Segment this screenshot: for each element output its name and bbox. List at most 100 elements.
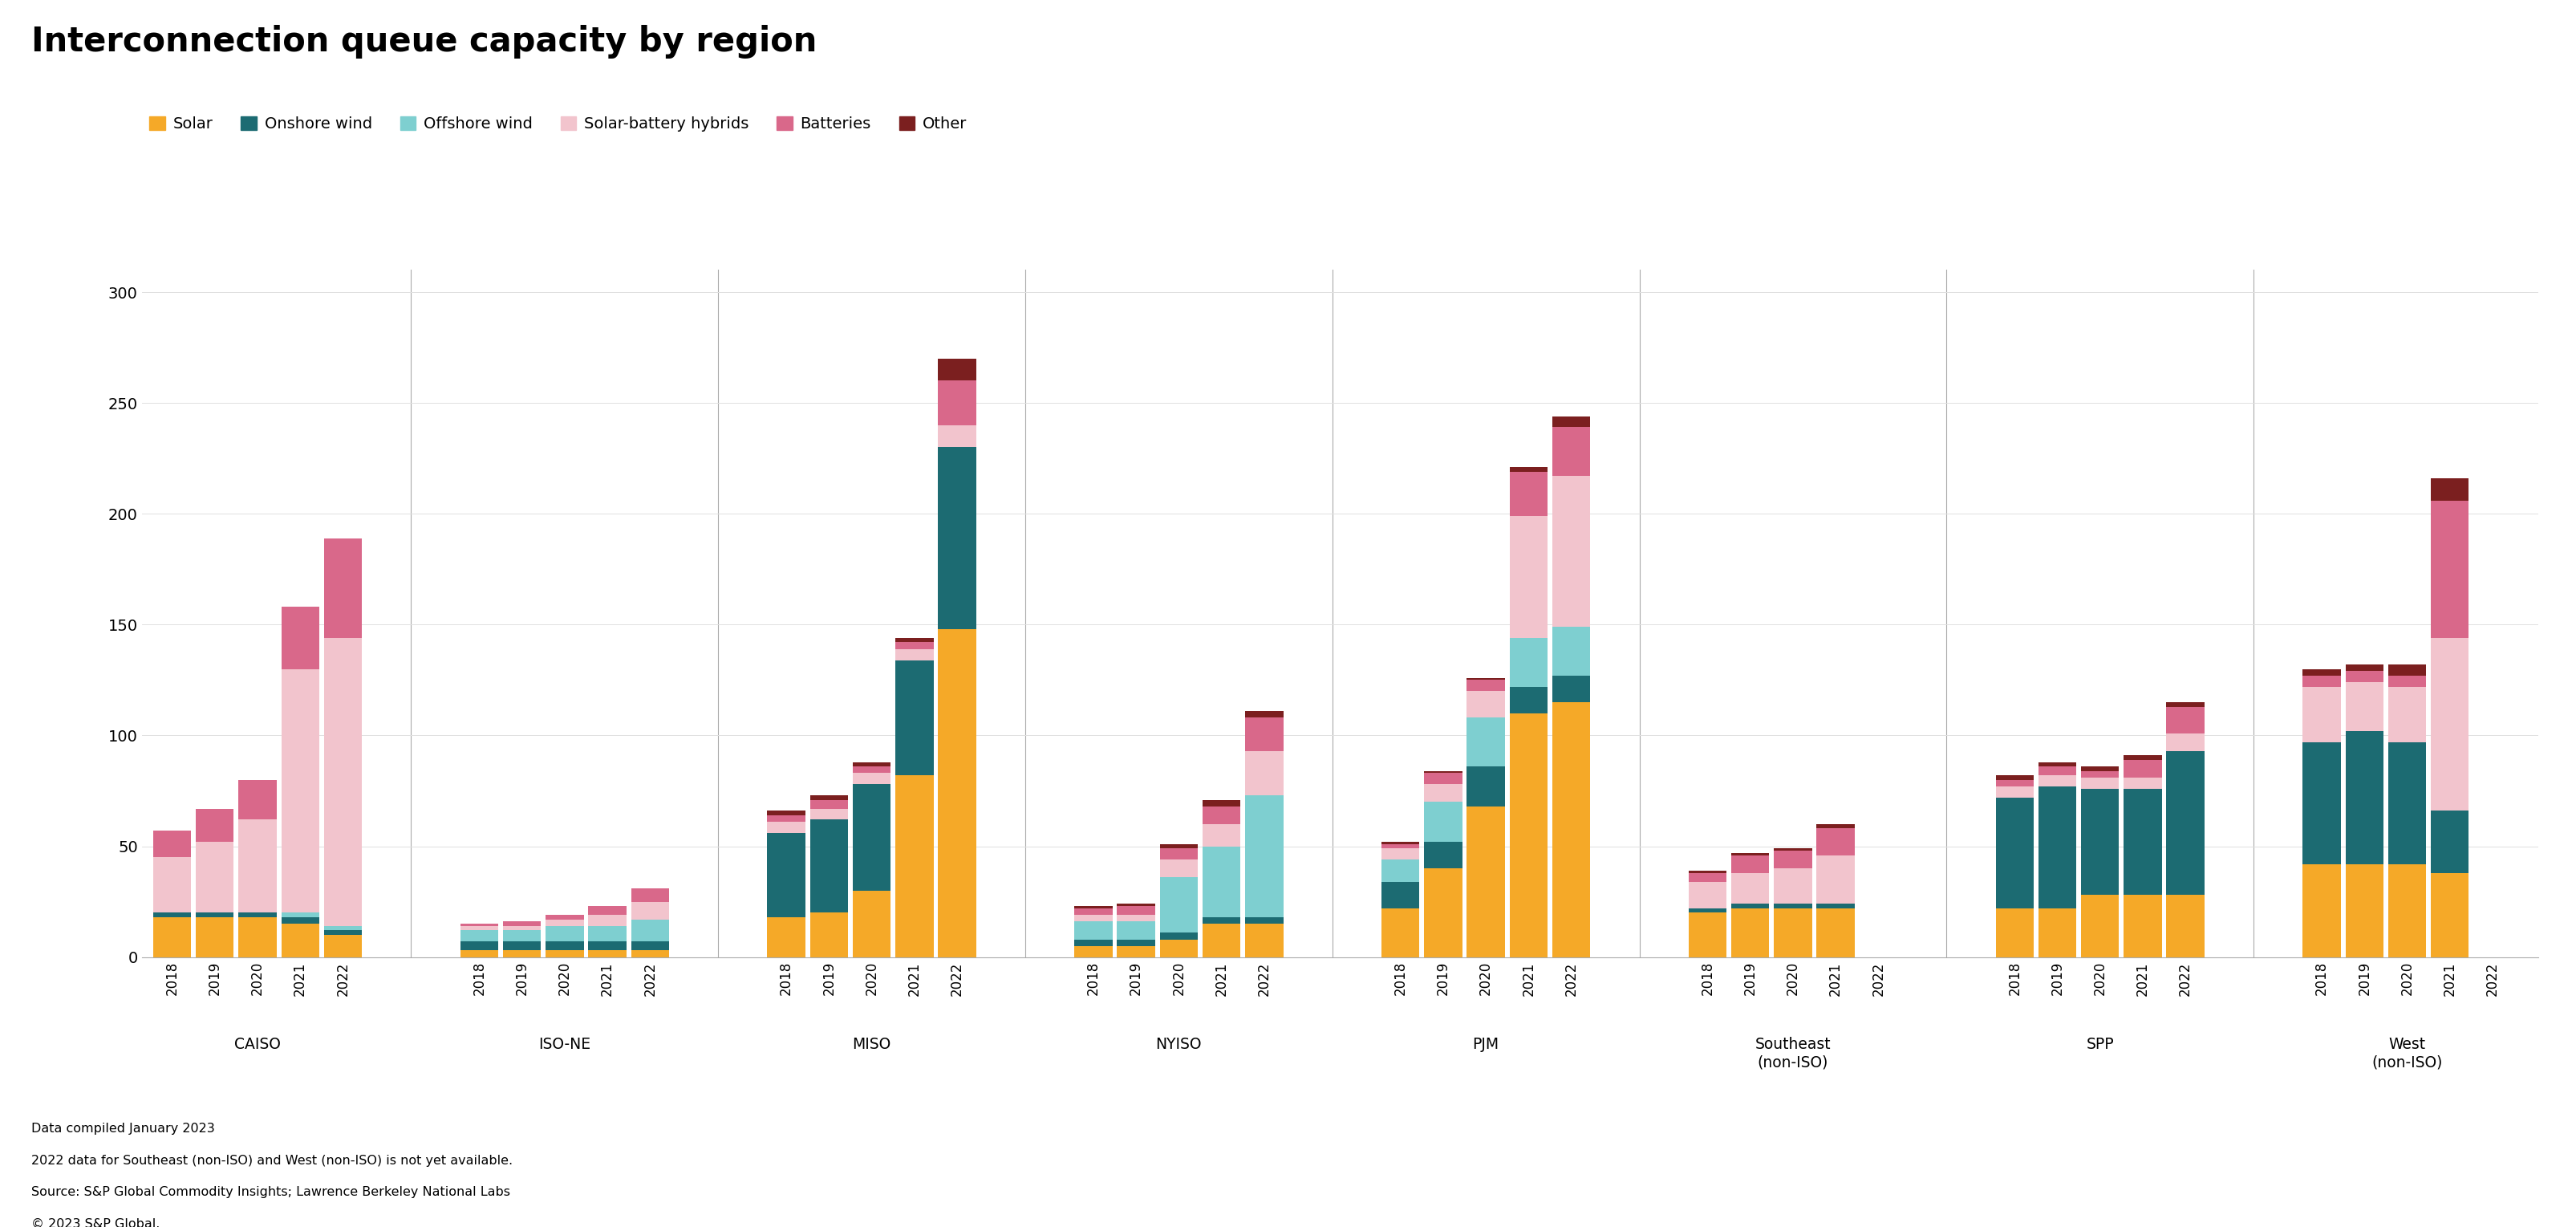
Bar [2123,756,2161,760]
Bar [1244,924,1283,957]
Text: MISO: MISO [853,1037,891,1052]
Bar [2429,501,2468,638]
Bar [1551,476,1589,627]
Bar [1816,825,1855,828]
Bar [1466,680,1504,691]
Bar [1159,860,1198,877]
Bar [1994,798,2032,908]
Bar [938,380,976,425]
Bar [1687,908,1726,913]
Bar [809,820,848,913]
Bar [938,448,976,629]
Bar [768,833,806,917]
Bar [1118,906,1154,915]
Bar [1244,917,1283,924]
Bar [1466,767,1504,806]
Bar [546,941,582,951]
Bar [196,917,234,957]
Bar [1466,677,1504,680]
Bar [1425,773,1461,784]
Bar [853,767,891,773]
Bar [587,915,626,926]
Bar [2166,707,2202,734]
Bar [809,800,848,809]
Bar [240,917,276,957]
Bar [196,913,234,917]
Bar [1816,828,1855,855]
Bar [1425,842,1461,869]
Bar [2344,864,2383,957]
Bar [853,773,891,784]
Bar [587,906,626,915]
Bar [2166,734,2202,751]
Bar [1425,802,1461,842]
Bar [152,831,191,858]
Bar [768,815,806,822]
Bar [546,919,582,926]
Bar [1425,869,1461,957]
Text: ISO-NE: ISO-NE [538,1037,590,1052]
Bar [2344,682,2383,731]
Bar [1772,904,1811,908]
Bar [2388,665,2427,676]
Bar [461,941,497,951]
Bar [1118,946,1154,957]
Bar [1244,718,1283,751]
Bar [2388,864,2427,957]
Bar [1731,908,1770,957]
Bar [1118,940,1154,946]
Bar [1159,940,1198,957]
Bar [1244,751,1283,795]
Bar [2123,894,2161,957]
Bar [1551,427,1589,476]
Bar [2081,771,2117,778]
Bar [546,915,582,919]
Bar [1731,853,1770,855]
Bar [325,539,361,638]
Bar [1159,877,1198,933]
Bar [631,919,670,941]
Bar [1074,940,1113,946]
Text: NYISO: NYISO [1157,1037,1200,1052]
Bar [809,809,848,820]
Bar [1772,869,1811,904]
Bar [461,924,497,926]
Bar [2038,787,2076,908]
Bar [2038,767,2076,775]
Bar [1510,517,1548,638]
Bar [1510,467,1548,471]
Bar [1381,844,1419,848]
Bar [1816,855,1855,904]
Bar [1118,904,1154,906]
Bar [2123,760,2161,778]
Bar [1466,718,1504,767]
Bar [461,930,497,941]
Bar [461,926,497,930]
Bar [938,425,976,448]
Bar [281,917,319,924]
Bar [1425,771,1461,773]
Bar [2123,789,2161,894]
Bar [1687,913,1726,957]
Bar [2344,731,2383,864]
Bar [1551,676,1589,702]
Bar [1381,842,1419,844]
Bar [281,924,319,957]
Bar [2038,762,2076,767]
Bar [1203,847,1239,917]
Bar [853,762,891,767]
Bar [1551,702,1589,957]
Bar [809,795,848,800]
Text: Southeast
(non-ISO): Southeast (non-ISO) [1754,1037,1832,1070]
Bar [2038,908,2076,957]
Bar [502,926,541,930]
Bar [1381,860,1419,882]
Bar [196,842,234,913]
Bar [240,820,276,913]
Bar [894,649,933,660]
Bar [1994,908,2032,957]
Bar [1074,915,1113,921]
Bar [2081,789,2117,894]
Bar [2038,775,2076,787]
Bar [587,926,626,941]
